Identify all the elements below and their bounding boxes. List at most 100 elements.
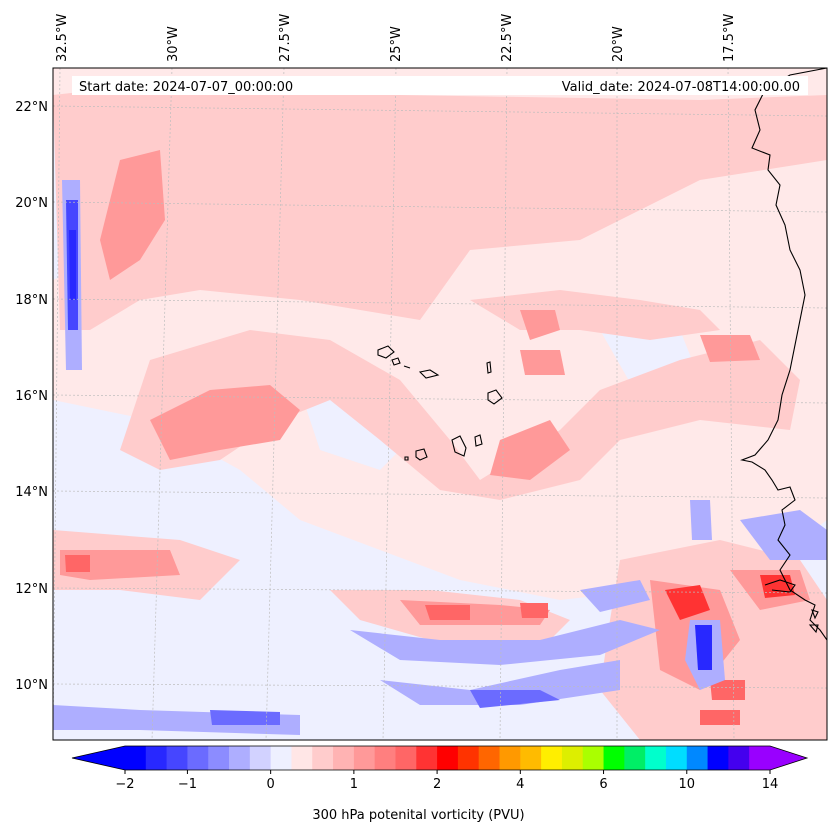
pv-high-region <box>700 335 760 362</box>
colorbar-segment <box>166 746 188 770</box>
lon-tick-label: 27.5°W <box>278 14 293 62</box>
colorbar-title: 300 hPa potenital vorticity (PVU) <box>312 808 525 823</box>
colorbar-segment <box>707 746 729 770</box>
colorbar-segment <box>520 746 542 770</box>
island-sao-vicente <box>391 357 401 366</box>
lon-tick-label: 20°W <box>611 26 626 62</box>
pv-low-region <box>740 510 827 560</box>
colorbar-extend-min <box>72 746 125 770</box>
colorbar-segment <box>457 746 480 770</box>
lat-tick-label: 22°N <box>15 100 48 115</box>
colorbar-segment <box>686 746 709 770</box>
colorbar-tick-label: 14 <box>762 777 779 792</box>
colorbar-tick-label: −1 <box>178 777 197 792</box>
island-santo-antao <box>377 345 395 359</box>
colorbar-segment <box>645 746 667 770</box>
pv-high-region <box>665 585 710 620</box>
colorbar: −2 −1 0 1 2 4 6 10 14 <box>71 745 809 792</box>
pv-high-region <box>120 330 800 500</box>
pv-low-region <box>470 690 560 708</box>
pv-high-region <box>710 680 745 700</box>
island-santa-luzia <box>403 365 411 369</box>
colorbar-segment <box>749 746 771 770</box>
pv-high-region <box>490 420 570 480</box>
island-boa-vista <box>487 389 503 405</box>
colorbar-segment <box>395 746 417 770</box>
pv-low-region <box>580 580 650 612</box>
colorbar-segment <box>416 746 438 770</box>
colorbar-segment <box>624 746 646 770</box>
colorbar-segment <box>437 746 459 770</box>
lon-tick-label: 32.5°W <box>55 14 70 62</box>
colorbar-segment <box>374 746 396 770</box>
colorbar-segment <box>291 746 313 770</box>
colorbar-segment <box>478 746 501 770</box>
colorbar-segment <box>229 746 251 770</box>
colorbar-segment <box>561 746 584 770</box>
island-maio <box>474 434 483 447</box>
lon-tick-label: 22.5°W <box>500 14 515 62</box>
colorbar-segment <box>208 746 230 770</box>
lat-tick-label: 20°N <box>15 196 48 211</box>
pv-high-region <box>100 150 165 280</box>
pv-high-region <box>700 710 740 725</box>
colorbar-tick-label: 0 <box>267 777 275 792</box>
lon-tick-labels: 32.5°W 30°W 27.5°W 25°W 22.5°W 20°W 17.5… <box>55 14 737 62</box>
map-frame <box>52 67 828 741</box>
pv-high-region <box>520 603 548 618</box>
gambia-river <box>764 579 796 593</box>
colorbar-segment <box>249 746 272 770</box>
colorbar-tick-label: 1 <box>350 777 358 792</box>
colorbar-segment <box>145 746 168 770</box>
colorbar-segment <box>353 746 376 770</box>
colorbar-segment <box>728 746 750 770</box>
colorbar-tick-label: 4 <box>516 777 524 792</box>
colorbar-tick-label: 6 <box>599 777 607 792</box>
pv-high-region <box>520 310 560 340</box>
pv-low-region <box>53 705 300 735</box>
pv-high-region <box>425 605 470 620</box>
colorbar-segment <box>125 746 147 770</box>
colorbar-segment <box>187 746 209 770</box>
pv-high-region <box>760 575 795 598</box>
island-brava <box>404 456 409 461</box>
lat-tick-label: 14°N <box>15 485 48 500</box>
pv-high-region <box>53 80 827 330</box>
lon-tick-label: 17.5°W <box>722 14 737 62</box>
pv-low-region <box>69 230 76 300</box>
colorbar-tick-label: 2 <box>433 777 441 792</box>
colorbar-segment <box>312 746 334 770</box>
island-sal <box>486 361 492 374</box>
pv-high-region <box>150 385 300 460</box>
lat-tick-label: 16°N <box>15 389 48 404</box>
pv-high-region <box>65 555 90 572</box>
pv-high-region <box>520 350 565 375</box>
pv-low-region <box>380 660 620 705</box>
island-santiago <box>451 435 467 457</box>
island-sao-nicolau <box>418 369 440 379</box>
colorbar-segment <box>665 746 688 770</box>
pv-low-region <box>690 500 712 540</box>
start-date-label: Start date: 2024-07-07_00:00:00 <box>79 80 293 95</box>
coastlines <box>377 68 827 641</box>
africa-coastline <box>740 68 827 641</box>
lon-tick-label: 25°W <box>389 26 404 62</box>
colorbar-segment <box>603 746 625 770</box>
colorbar-tick-label: 10 <box>679 777 696 792</box>
coastal-islands <box>808 609 819 634</box>
pv-low-region <box>695 625 712 670</box>
island-fogo <box>415 448 428 461</box>
lat-tick-label: 12°N <box>15 582 48 597</box>
colorbar-extend-max <box>770 746 807 770</box>
colorbar-segment <box>541 746 563 770</box>
lon-tick-label: 30°W <box>166 26 181 62</box>
lat-tick-label: 10°N <box>15 678 48 693</box>
lat-tick-labels: 22°N 20°N 18°N 16°N 14°N 12°N 10°N <box>15 100 48 693</box>
colorbar-segment <box>270 746 292 770</box>
info-box <box>72 76 808 95</box>
pv-low-region <box>350 620 660 665</box>
gridlines <box>53 68 827 740</box>
pv-field <box>53 80 827 740</box>
colorbar-tick-label: −2 <box>115 777 134 792</box>
